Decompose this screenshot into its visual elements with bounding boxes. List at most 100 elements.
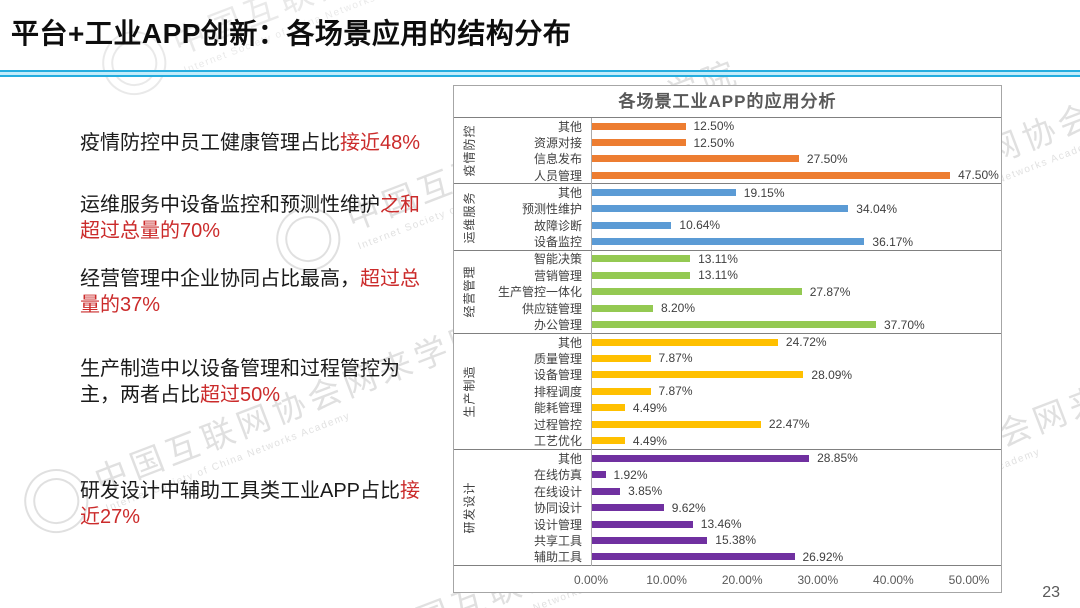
chart-row: 设计管理 13.46% xyxy=(484,516,1001,532)
insight-text: 经营管理中企业协同占比最高， xyxy=(80,268,360,290)
chart-row: 营销管理 13.11% xyxy=(484,267,1001,283)
category-label: 设计管理 xyxy=(533,517,582,532)
bar xyxy=(591,205,849,213)
group-axis-label-text: 研发设计 xyxy=(462,481,477,534)
bar-value-label: 27.50% xyxy=(806,151,848,166)
chart-row: 其他 24.72% xyxy=(484,334,1001,350)
category-label: 排程调度 xyxy=(533,384,582,399)
category-label: 预测性维护 xyxy=(521,202,582,217)
bar-value-label: 27.87% xyxy=(809,284,851,299)
category-label: 生产管控一体化 xyxy=(497,285,582,300)
header-divider xyxy=(0,70,1080,77)
group-axis-label: 运维服务 xyxy=(454,184,484,249)
category-label: 其他 xyxy=(557,335,582,350)
insight-text: 疫情防控中员工健康管理占比 xyxy=(80,132,340,154)
group-axis-label: 疫情防控 xyxy=(454,118,484,183)
x-axis-tick: 50.00% xyxy=(948,573,990,588)
bar-value-label: 4.49% xyxy=(632,400,667,415)
insight-highlight: 接近27% xyxy=(80,480,421,528)
chart-row: 其他 19.15% xyxy=(484,184,1001,201)
insight-text: 生产制造中以设备管理和过程管控为主，两者占比 xyxy=(80,358,400,406)
chart-row: 信息发布 27.50% xyxy=(484,151,1001,167)
bar-value-label: 8.20% xyxy=(661,301,696,316)
group-axis-label: 经营管理 xyxy=(454,251,484,333)
category-label: 在线设计 xyxy=(533,484,582,499)
group-axis-label: 研发设计 xyxy=(454,450,484,565)
bar xyxy=(591,404,625,412)
chart-row: 预测性维护 34.04% xyxy=(484,201,1001,217)
bar xyxy=(591,238,865,246)
category-label: 智能决策 xyxy=(533,252,582,267)
chart-group: 疫情防控 其他 12.50% 资源对接 12.50% 信息发布 27.50% 人员管理 47.5… xyxy=(454,118,1001,185)
bar-value-label: 7.87% xyxy=(658,384,693,399)
bar xyxy=(591,371,804,379)
group-axis-label-text: 疫情防控 xyxy=(462,124,477,177)
category-label: 共享工具 xyxy=(533,533,582,548)
x-axis-tick: 20.00% xyxy=(721,573,763,588)
bar-value-label: 47.50% xyxy=(958,168,999,183)
bar-value-label: 19.15% xyxy=(743,185,785,200)
group-axis-label-text: 经营管理 xyxy=(462,265,477,318)
bar xyxy=(591,122,686,130)
bar-value-label: 15.38% xyxy=(715,533,756,548)
bar xyxy=(591,139,686,147)
chart-title: 各场景工业APP的应用分析 xyxy=(454,86,1001,118)
bar xyxy=(591,338,778,346)
bar-value-label: 7.87% xyxy=(658,351,693,366)
insight-highlight: 超过总量的37% xyxy=(80,268,420,316)
x-axis-tick: 10.00% xyxy=(646,573,687,588)
bar xyxy=(591,155,799,163)
bar xyxy=(591,420,761,428)
category-label: 其他 xyxy=(557,451,582,466)
chart-row: 排程调度 7.87% xyxy=(484,383,1001,399)
category-label: 能耗管理 xyxy=(533,401,582,416)
chart-row: 办公管理 37.70% xyxy=(484,316,1001,333)
category-label: 故障诊断 xyxy=(533,218,582,233)
category-label: 人员管理 xyxy=(533,168,582,183)
bar-value-label: 24.72% xyxy=(785,335,827,349)
bar-value-label: 13.46% xyxy=(700,517,742,531)
bar-value-label: 28.09% xyxy=(811,367,853,382)
insight-highlight: 之和超过总量的70% xyxy=(80,194,420,242)
bar xyxy=(591,504,664,512)
bar-value-label: 22.47% xyxy=(768,417,810,432)
chart-row: 故障诊断 10.64% xyxy=(484,217,1001,233)
chart-group: 研发设计 其他 28.85% 在线仿真 1.92% 在线设计 3.85% 协同设计 9.62% 设… xyxy=(454,450,1001,567)
bar-value-label: 37.70% xyxy=(884,317,925,332)
category-label: 辅助工具 xyxy=(533,550,582,565)
bar xyxy=(591,321,876,329)
bar xyxy=(591,271,691,279)
category-label: 其他 xyxy=(557,119,582,134)
category-label: 工艺优化 xyxy=(533,434,582,449)
chart-x-axis: 0.00% 10.00% 20.00% 30.00% 40.00% 50.00% xyxy=(454,566,1001,593)
bar xyxy=(591,171,951,179)
bar-value-label: 9.62% xyxy=(671,500,706,515)
category-label: 过程管控 xyxy=(533,417,582,432)
bar xyxy=(591,387,651,395)
bar-value-label: 36.17% xyxy=(872,234,914,249)
chart-row: 智能决策 13.11% xyxy=(484,251,1001,267)
x-axis-tick: 40.00% xyxy=(873,573,914,588)
insight-highlight: 超过50% xyxy=(200,384,281,406)
category-label: 供应链管理 xyxy=(521,301,582,316)
insight-management: 经营管理中企业协同占比最高，超过总量的37% xyxy=(80,266,432,318)
chart-row: 设备管理 28.09% xyxy=(484,367,1001,383)
category-label: 设备管理 xyxy=(533,368,582,383)
chart-row: 过程管控 22.47% xyxy=(484,416,1001,432)
chart-row: 在线仿真 1.92% xyxy=(484,466,1001,483)
insight-manufacturing: 生产制造中以设备管理和过程管控为主，两者占比超过50% xyxy=(80,356,432,408)
bar xyxy=(591,553,795,561)
chart-row: 设备监控 36.17% xyxy=(484,233,1001,250)
chart-row: 质量管理 7.87% xyxy=(484,350,1001,366)
bar-value-label: 28.85% xyxy=(817,451,858,466)
bar xyxy=(591,354,651,362)
x-axis-tick: 0.00% xyxy=(573,573,609,588)
bar-chart: 各场景工业APP的应用分析 疫情防控 其他 12.50% 资源对接 12.50% 信息发布… xyxy=(453,85,1002,593)
insight-text: 运维服务中设备监控和预测性维护 xyxy=(80,194,380,216)
bar xyxy=(591,454,810,462)
chart-group: 生产制造 其他 24.72% 质量管理 7.87% 设备管理 28.09% 排程调度 7.87%… xyxy=(454,334,1001,450)
bar xyxy=(591,520,693,528)
bar xyxy=(591,471,606,479)
chart-row: 人员管理 47.50% xyxy=(484,167,1001,183)
